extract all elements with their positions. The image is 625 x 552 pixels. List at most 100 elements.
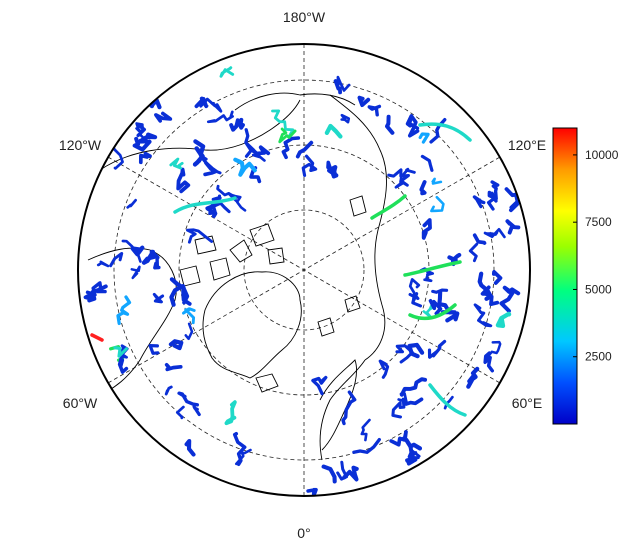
river-segment	[186, 228, 214, 244]
river-segment	[130, 245, 145, 257]
river-segment	[477, 271, 493, 301]
major-river	[173, 196, 237, 214]
river-segment	[367, 104, 382, 117]
river-segment	[164, 385, 173, 396]
river-segment	[184, 439, 196, 457]
river-segment	[135, 122, 146, 141]
river-segment	[385, 114, 395, 135]
river-segment	[306, 487, 318, 496]
river-segment	[203, 160, 218, 177]
river-segment	[130, 265, 141, 280]
lon-label-0: 0°	[297, 525, 310, 541]
major-river	[428, 383, 467, 417]
river-segment	[224, 400, 237, 426]
major-river	[403, 260, 462, 277]
river-segment	[341, 390, 357, 426]
river-segment	[206, 110, 234, 124]
graticule	[107, 44, 501, 496]
major-river	[370, 194, 407, 220]
river-segment	[153, 257, 161, 270]
river-segment	[407, 449, 421, 463]
map-disk	[83, 44, 521, 496]
river-segment	[199, 97, 223, 113]
river-segment	[141, 249, 160, 265]
river-segment	[132, 136, 152, 152]
river-segment	[495, 311, 512, 329]
river-segment	[342, 465, 359, 482]
river-segment	[326, 160, 333, 172]
river-segment	[428, 299, 443, 316]
map-frame	[77, 43, 531, 497]
river-segment	[216, 184, 238, 203]
colorbar-tick-label: 7500	[585, 215, 612, 229]
river-segment	[245, 142, 266, 162]
major-river	[90, 333, 104, 342]
river-segment	[235, 448, 252, 466]
river-segment	[336, 75, 351, 92]
river-segment	[113, 346, 128, 358]
river-segment	[360, 418, 371, 442]
river-segment	[408, 292, 423, 308]
river-segment	[295, 140, 314, 159]
river-segment	[177, 391, 199, 407]
river-segment	[301, 154, 318, 177]
river-segment	[181, 284, 192, 306]
river-segment	[405, 114, 420, 138]
lon-label-60e: 60°E	[512, 395, 543, 411]
river-segment	[278, 127, 297, 144]
river-segment	[483, 227, 506, 239]
river-segment	[504, 187, 520, 213]
river-segment	[395, 344, 414, 364]
river-segment	[391, 397, 406, 419]
river-segment	[431, 177, 443, 185]
river-segment	[148, 344, 160, 355]
river-segment	[483, 351, 494, 373]
river-segment	[126, 198, 137, 209]
river-segment	[407, 342, 425, 359]
river-segment	[281, 136, 301, 160]
river-segment	[154, 111, 173, 123]
river-segment	[389, 430, 408, 447]
river-segment	[324, 123, 343, 139]
river-segment	[430, 195, 445, 213]
colorbar-tick-label: 2500	[585, 350, 612, 364]
river-segment	[109, 252, 124, 268]
river-segment	[333, 79, 342, 95]
river-segment	[468, 242, 479, 263]
coastlines	[87, 92, 387, 461]
colorbar-gradient	[552, 127, 578, 425]
river-segment	[419, 180, 427, 196]
colorbar-tick-label: 10000	[585, 148, 619, 162]
river-segment	[420, 154, 434, 172]
major-river	[408, 303, 457, 321]
river-segment	[491, 270, 503, 285]
river-network	[83, 66, 521, 496]
river-segment	[244, 128, 253, 158]
river-segment	[117, 356, 129, 374]
river-segment	[472, 195, 486, 209]
river-segment	[357, 95, 371, 107]
river-segment	[138, 151, 152, 165]
river-segment	[168, 339, 184, 351]
colorbar: 10000 7500 5000 2500	[552, 127, 619, 425]
river-segment	[327, 165, 339, 179]
river-segment	[96, 260, 110, 268]
river-segment	[473, 303, 493, 328]
lon-label-120e: 120°E	[508, 137, 546, 153]
river-segment	[472, 233, 487, 245]
river-segment	[176, 167, 191, 194]
river-segment	[219, 66, 235, 78]
river-segment	[311, 375, 328, 396]
river-segment	[378, 359, 390, 379]
river-segment	[321, 464, 337, 484]
river-segment	[271, 109, 295, 137]
river-segment	[229, 117, 245, 132]
river-segment	[85, 281, 107, 297]
river-segment	[421, 218, 432, 240]
river-segment	[169, 277, 184, 307]
river-segment	[423, 270, 435, 283]
river-segment	[387, 168, 410, 187]
river-segment	[233, 157, 257, 177]
river-segment	[445, 311, 460, 323]
